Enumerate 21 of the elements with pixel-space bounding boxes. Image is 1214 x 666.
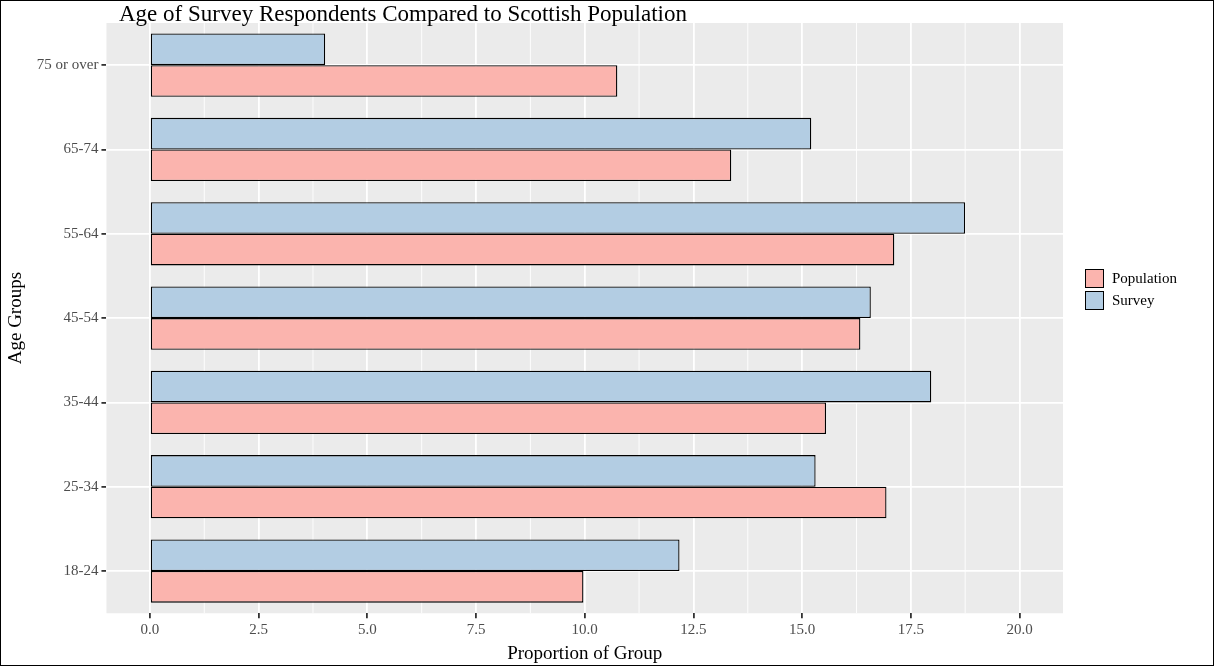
x-tick-label: 10.0	[571, 621, 598, 638]
x-tick-label: 15.0	[789, 621, 816, 638]
y-tick-label: 55-64	[63, 224, 99, 241]
x-tick-label: 12.5	[680, 621, 707, 638]
y-axis-title: Age Groups	[4, 271, 26, 365]
x-tick-label: 7.5	[466, 621, 486, 638]
y-tick-label: 35-44	[63, 393, 99, 410]
x-tick-label: 2.5	[249, 621, 268, 638]
y-tick-label: 45-54	[63, 309, 99, 326]
y-tick-label: 65-74	[63, 140, 99, 157]
y-tick-label: 75 or over	[36, 56, 99, 73]
x-axis-title: Proportion of Group	[507, 641, 663, 663]
legend-label: Survey	[1112, 291, 1155, 309]
chart-title: Age of Survey Respondents Compared to Scottish Population	[119, 1, 687, 27]
x-tick-label: 17.5	[897, 621, 924, 638]
legend-label: Population	[1112, 269, 1178, 287]
y-tick-label: 25-34	[63, 477, 99, 494]
x-tick-label: 0.0	[140, 621, 160, 638]
x-tick-label: 20.0	[1006, 621, 1033, 638]
x-tick-label: 5.0	[357, 621, 377, 638]
y-tick-label: 18-24	[63, 561, 99, 578]
